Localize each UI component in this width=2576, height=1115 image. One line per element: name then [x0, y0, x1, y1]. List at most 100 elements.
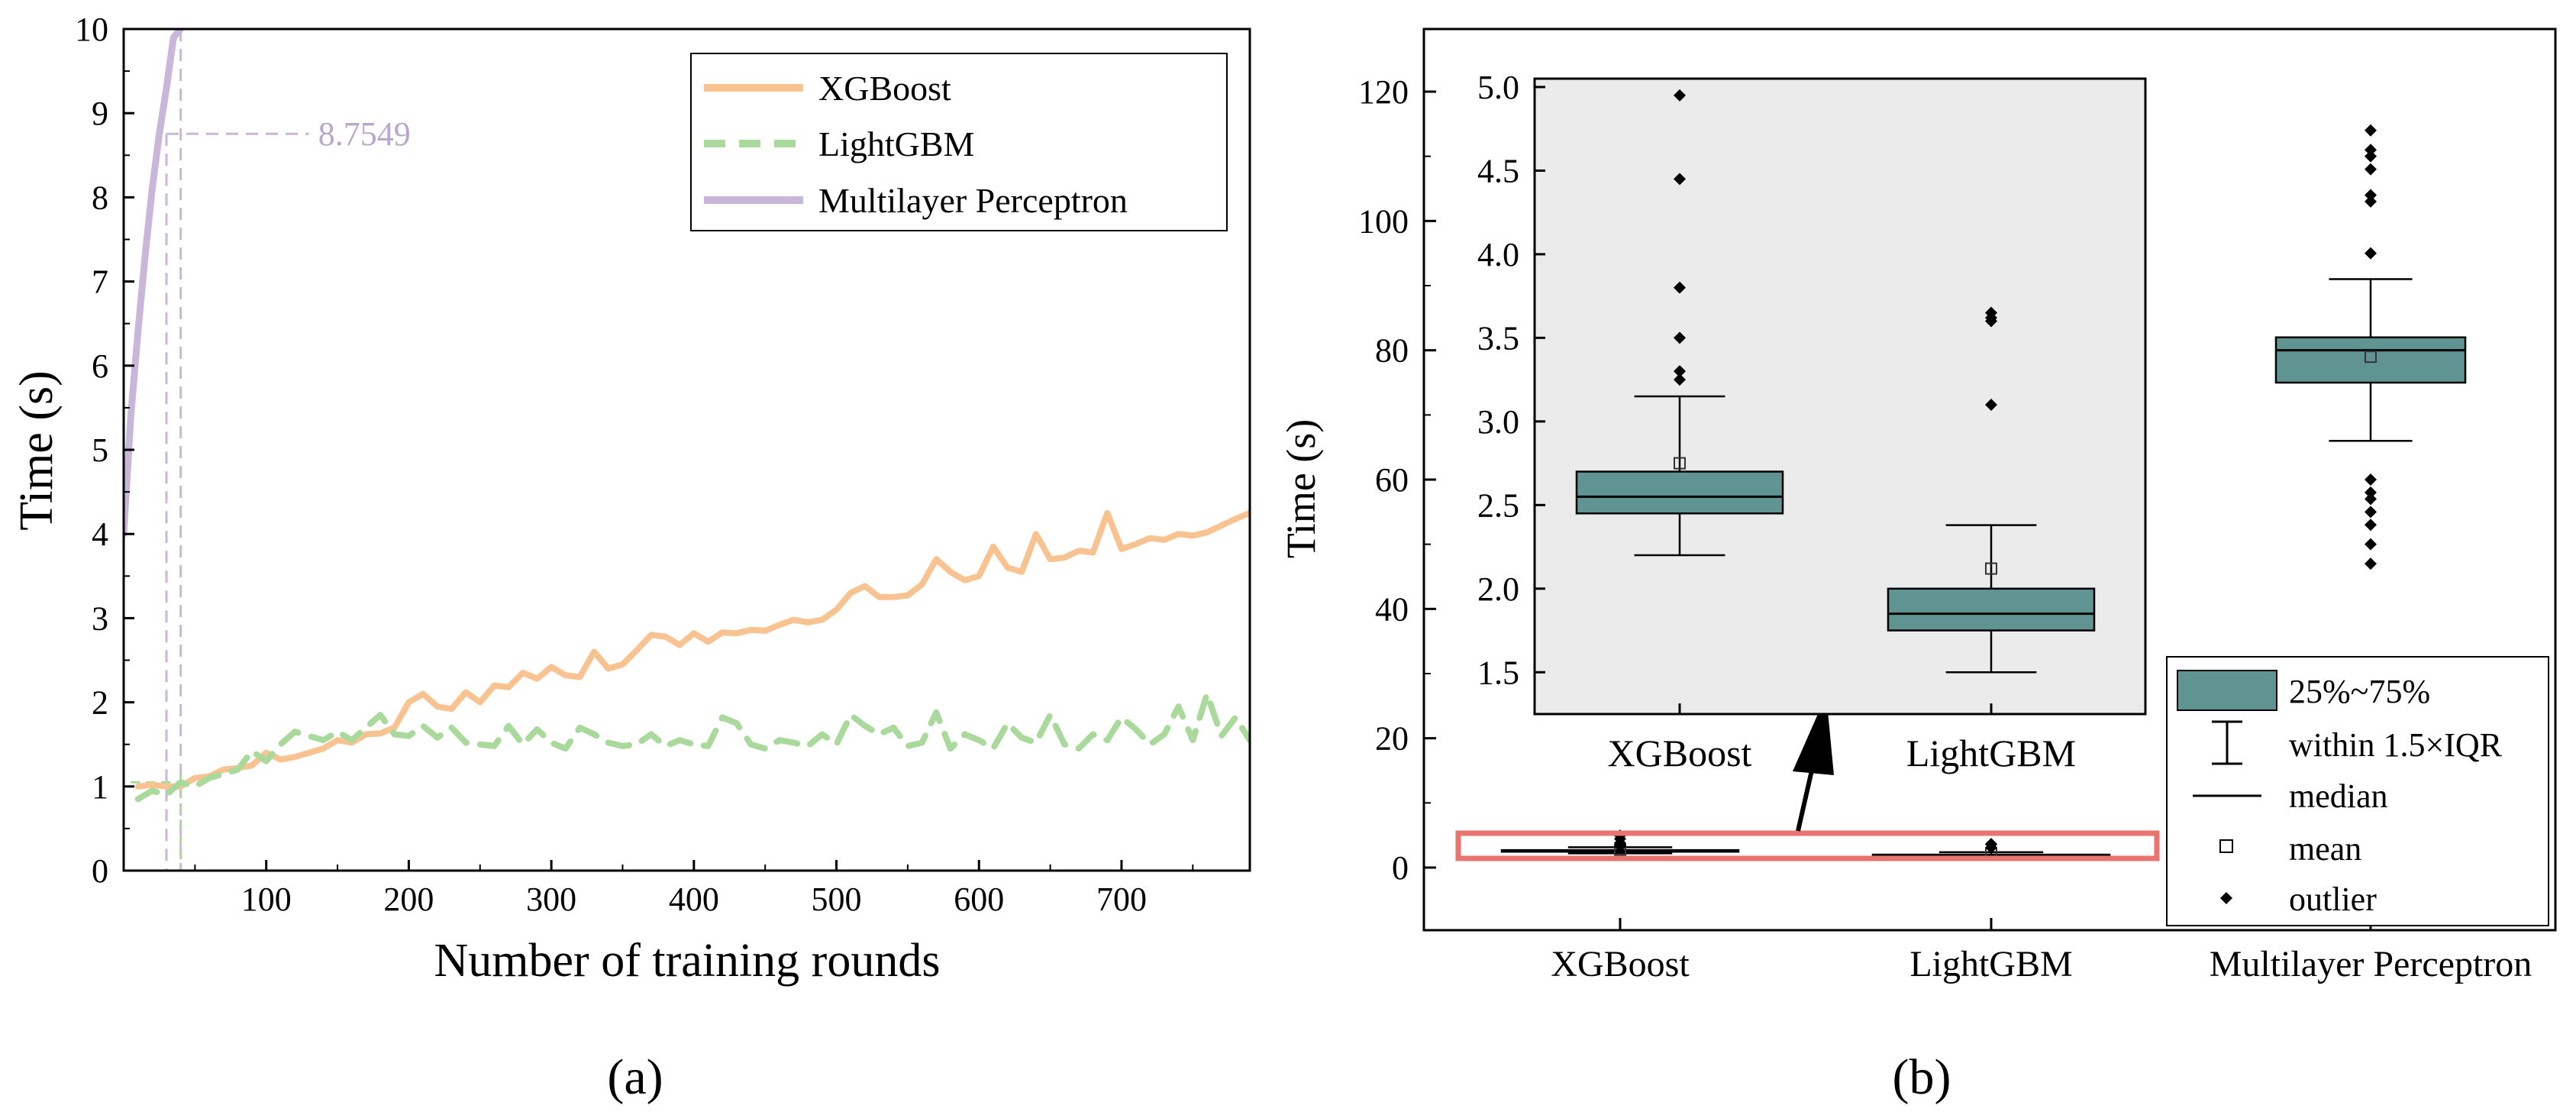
a-y-tick-label: 7 [92, 263, 108, 301]
b-inset-y-tick-label: 3.0 [1477, 403, 1519, 441]
a-legend-label-mlp: Multilayer Perceptron [818, 181, 1128, 220]
a-line-mlp [124, 29, 185, 538]
b-y-tick-label: 120 [1358, 73, 1409, 111]
b-box-mlp-outlier [2365, 150, 2377, 163]
b-box-mlp-iqr-box [2274, 336, 2467, 384]
b-y-tick-label: 60 [1375, 461, 1409, 499]
a-x-tick-label: 500 [812, 881, 862, 918]
b-inset-box-xgboost-outlier [1674, 365, 1686, 378]
a-y-tick-label: 3 [92, 600, 108, 637]
b-box-lightgbm-outlier [1985, 841, 1997, 854]
panel-a-label: (a) [607, 1049, 663, 1105]
a-x-tick-label: 600 [954, 881, 1004, 918]
b-y-tick-label: 0 [1392, 849, 1409, 887]
b-inset-box-lightgbm-iqr-box [1887, 587, 2096, 632]
b-inset-box-xgboost-outlier [1674, 373, 1686, 386]
b-legend-label-whisker: within 1.5×IQR [2289, 726, 2503, 764]
b-zoom-highlight [1455, 830, 2160, 861]
b-box-mlp-outlier [2365, 473, 2377, 486]
a-x-tick-label: 100 [241, 881, 292, 918]
b-y-tick-label: 80 [1375, 332, 1409, 370]
a-line-xgboost [134, 509, 1250, 790]
b-inset-y-ticks: 1.5 2.0 2.5 3.0 3.5 4.0 4.5 5.0 [1477, 69, 1545, 691]
a-legend: XGBoost LightGBM Multilayer Perceptron [690, 53, 1228, 231]
a-y-tick-label: 1 [92, 768, 108, 806]
b-box-mlp-outlier [2365, 144, 2377, 157]
b-inset-x-tick-label: LightGBM [1906, 732, 2076, 774]
b-box-mlp-outlier [2365, 519, 2377, 532]
b-legend-swatch-outlier [2220, 892, 2232, 904]
b-x-tick-label: Multilayer Perceptron [2210, 944, 2532, 984]
b-legend-label-mean: mean [2289, 830, 2361, 868]
b-arrow-shaft [1796, 763, 1816, 832]
b-x-tick-label: LightGBM [1909, 944, 2072, 984]
b-y-tick-label: 100 [1358, 202, 1409, 240]
b-box-mlp-outlier [2365, 486, 2377, 499]
b-legend-label-outlier: outlier [2289, 881, 2377, 918]
panel-b-label: (b) [1893, 1049, 1951, 1105]
b-inset-y-tick-label: 5.0 [1477, 69, 1519, 106]
a-x-tick-label: 700 [1096, 881, 1147, 918]
b-box-mlp-outlier [2365, 493, 2377, 506]
a-y-tick-label: 6 [92, 347, 108, 385]
a-y-ticks: 0 1 2 3 4 5 6 7 8 9 10 [75, 11, 134, 890]
b-inset-y-tick-label: 4.0 [1477, 236, 1519, 273]
a-x-ticks: 100 200 300 400 500 600 700 [194, 860, 1194, 918]
b-box-mlp-outlier [2365, 558, 2377, 570]
b-box-mlp-outlier [2365, 189, 2377, 202]
b-legend-swatch-mean [2219, 839, 2233, 853]
b-inset-box-xgboost-outlier [1674, 173, 1686, 186]
b-inset-boxes [1575, 89, 2096, 674]
a-x-axis-label: Number of training rounds [434, 935, 941, 987]
b-y-ticks: 0 20 40 60 80 100 120 [1358, 73, 1436, 887]
b-inset-box-xgboost-outlier [1674, 331, 1686, 344]
b-inset-box-xgboost-outlier [1674, 281, 1686, 294]
panel-b: 0 20 40 60 80 100 120 XGBoost LightGBM Multilaye… [1278, 27, 2557, 1105]
b-inset-y-tick-label: 2.5 [1477, 486, 1519, 524]
a-y-tick-label: 8 [92, 179, 108, 216]
b-y-tick-label: 40 [1375, 590, 1409, 628]
b-inset-box-xgboost-mean [1674, 457, 1686, 470]
a-legend-label-xgboost: XGBoost [818, 69, 951, 108]
b-inset-y-tick-label: 1.5 [1477, 654, 1519, 691]
b-box-mlp-outlier [2365, 124, 2377, 137]
a-y-tick-label: 2 [92, 684, 108, 722]
b-y-tick-label: 20 [1375, 720, 1409, 758]
a-y-tick-label: 5 [92, 431, 108, 469]
panel-a: 100 200 300 400 500 600 700 0 1 2 3 4 5 6 7 8 9 10 8.754… [11, 11, 1251, 1105]
a-y-tick-label: 0 [92, 852, 108, 890]
a-x-tick-label: 400 [669, 881, 719, 918]
a-x-tick-label: 200 [383, 881, 434, 918]
b-x-ticks: XGBoost LightGBM Multilayer Perceptron [1551, 918, 2532, 984]
a-legend-label-lightgbm: LightGBM [818, 124, 974, 163]
b-box-mlp-outlier [2365, 506, 2377, 519]
a-annotation: 8.7549 [318, 115, 411, 153]
b-inset-x-tick-label: XGBoost [1608, 732, 1752, 774]
b-inset-y-tick-label: 4.5 [1477, 152, 1519, 189]
b-box-xgboost-outlier [1614, 836, 1626, 849]
b-inset-x-ticks: XGBoost LightGBM [1608, 703, 2076, 774]
b-zoom-arrow [1793, 695, 1834, 832]
a-y-tick-label: 4 [92, 515, 108, 553]
b-box-mlp-mean [2365, 351, 2377, 364]
b-x-tick-label: XGBoost [1551, 944, 1690, 984]
b-inset-box-xgboost-iqr-box [1575, 470, 1784, 515]
b-legend-swatch-whisker [2212, 720, 2242, 765]
a-line-lightgbm [134, 690, 1250, 803]
a-y-tick-label: 9 [92, 95, 108, 132]
b-inset-box-xgboost-outlier [1674, 89, 1686, 102]
a-y-axis-label: Time (s) [11, 370, 63, 531]
a-x-tick-label: 300 [526, 881, 576, 918]
b-box-mlp-outlier [2365, 195, 2377, 208]
b-box-mlp-outlier [2365, 163, 2377, 176]
b-inset-box-lightgbm-outlier [1985, 306, 1997, 319]
b-inset-y-tick-label: 3.5 [1477, 319, 1519, 357]
b-inset-y-tick-label: 2.0 [1477, 570, 1519, 608]
a-series-lines [124, 29, 1250, 803]
b-box-mlp-outlier [2365, 538, 2377, 551]
b-box-mlp-outlier [2365, 247, 2377, 260]
b-legend-swatch-iqr [2177, 670, 2277, 711]
b-legend-label-median: median [2289, 777, 2388, 815]
b-inset-box-lightgbm-mean [1985, 562, 1997, 575]
